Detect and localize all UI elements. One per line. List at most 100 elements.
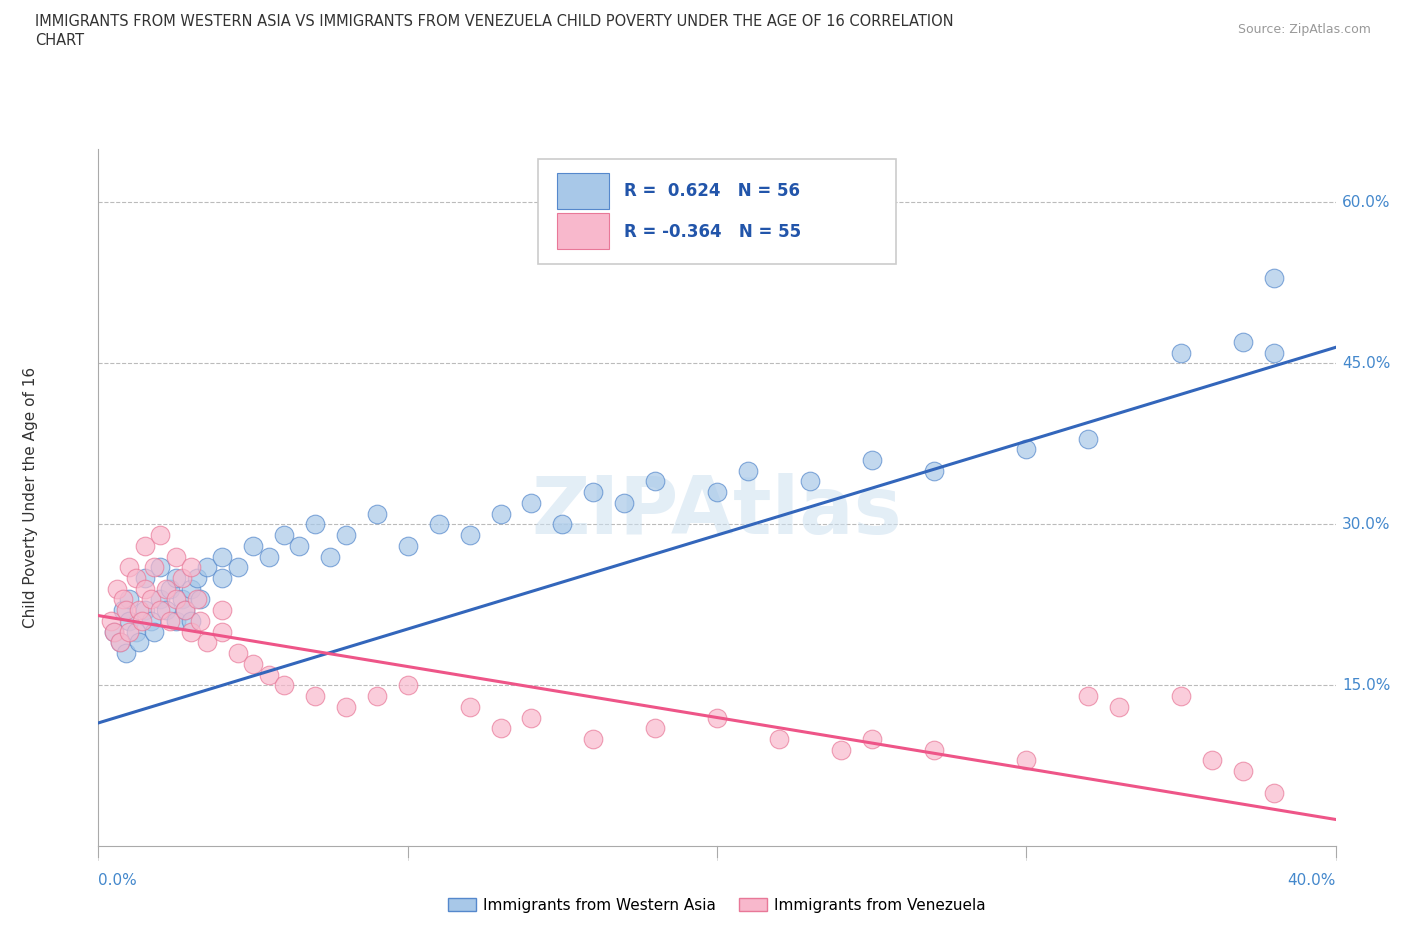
Point [1263, 785, 1285, 800]
Point [149, 603, 172, 618]
Point [257, 549, 280, 564]
Point [190, 592, 212, 607]
Point [174, 603, 197, 618]
Point [489, 721, 512, 736]
Point [103, 624, 125, 639]
Point [103, 624, 125, 639]
Point [124, 624, 146, 639]
Point [799, 474, 821, 489]
Point [149, 592, 172, 607]
Point [1263, 270, 1285, 285]
Point [180, 614, 202, 629]
Point [134, 538, 156, 553]
Point [304, 688, 326, 703]
Point [242, 657, 264, 671]
Point [335, 699, 357, 714]
Point [257, 667, 280, 682]
Point [134, 571, 156, 586]
Point [273, 527, 295, 542]
Point [112, 603, 135, 618]
Point [112, 592, 135, 607]
Point [115, 603, 138, 618]
FancyBboxPatch shape [537, 159, 897, 264]
Point [319, 549, 342, 564]
Point [520, 496, 543, 511]
Point [304, 517, 326, 532]
FancyBboxPatch shape [557, 213, 609, 249]
Point [768, 732, 790, 747]
Point [159, 581, 181, 596]
Point [118, 560, 141, 575]
Point [396, 538, 419, 553]
Point [180, 560, 202, 575]
Point [1263, 345, 1285, 360]
Point [115, 645, 138, 660]
Text: R = -0.364   N = 55: R = -0.364 N = 55 [624, 223, 801, 241]
Point [143, 624, 166, 639]
Point [139, 592, 162, 607]
Point [396, 678, 419, 693]
Text: 60.0%: 60.0% [1341, 195, 1391, 210]
Point [1201, 753, 1223, 768]
Point [165, 614, 187, 629]
Point [1015, 753, 1038, 768]
Point [706, 711, 728, 725]
Text: ZIPAtlas: ZIPAtlas [531, 472, 903, 551]
Point [143, 560, 166, 575]
Point [288, 538, 311, 553]
Point [366, 688, 388, 703]
Text: Child Poverty Under the Age of 16: Child Poverty Under the Age of 16 [22, 367, 38, 628]
Point [195, 560, 218, 575]
Point [1015, 442, 1038, 457]
Point [582, 485, 605, 499]
Point [128, 635, 150, 650]
Point [108, 635, 131, 650]
Text: 0.0%: 0.0% [98, 873, 138, 888]
Point [170, 592, 193, 607]
Text: 40.0%: 40.0% [1288, 873, 1336, 888]
Point [520, 711, 543, 725]
Text: 45.0%: 45.0% [1341, 356, 1391, 371]
Text: 15.0%: 15.0% [1341, 678, 1391, 693]
Point [582, 732, 605, 747]
Text: IMMIGRANTS FROM WESTERN ASIA VS IMMIGRANTS FROM VENEZUELA CHILD POVERTY UNDER TH: IMMIGRANTS FROM WESTERN ASIA VS IMMIGRAN… [35, 14, 953, 29]
FancyBboxPatch shape [557, 173, 609, 209]
Point [155, 603, 177, 618]
Point [149, 527, 172, 542]
Point [159, 614, 181, 629]
Point [100, 614, 122, 629]
Point [165, 571, 187, 586]
Point [830, 742, 852, 757]
Point [139, 614, 162, 629]
Point [860, 732, 883, 747]
Point [1108, 699, 1130, 714]
Point [458, 699, 481, 714]
Point [128, 603, 150, 618]
Point [860, 453, 883, 468]
Point [273, 678, 295, 693]
Point [1170, 688, 1192, 703]
Text: 30.0%: 30.0% [1341, 517, 1391, 532]
Point [186, 592, 208, 607]
Text: CHART: CHART [35, 33, 84, 47]
Legend: Immigrants from Western Asia, Immigrants from Venezuela: Immigrants from Western Asia, Immigrants… [441, 892, 993, 919]
Point [335, 527, 357, 542]
Point [458, 527, 481, 542]
Point [1077, 432, 1099, 446]
Point [644, 721, 666, 736]
Point [174, 603, 197, 618]
Point [134, 603, 156, 618]
Point [489, 506, 512, 521]
Point [226, 645, 249, 660]
Point [165, 592, 187, 607]
Point [1077, 688, 1099, 703]
Point [706, 485, 728, 499]
Point [134, 581, 156, 596]
Point [211, 603, 233, 618]
Point [226, 560, 249, 575]
Point [922, 742, 945, 757]
Point [118, 624, 141, 639]
Point [180, 581, 202, 596]
Point [108, 635, 131, 650]
Point [1170, 345, 1192, 360]
